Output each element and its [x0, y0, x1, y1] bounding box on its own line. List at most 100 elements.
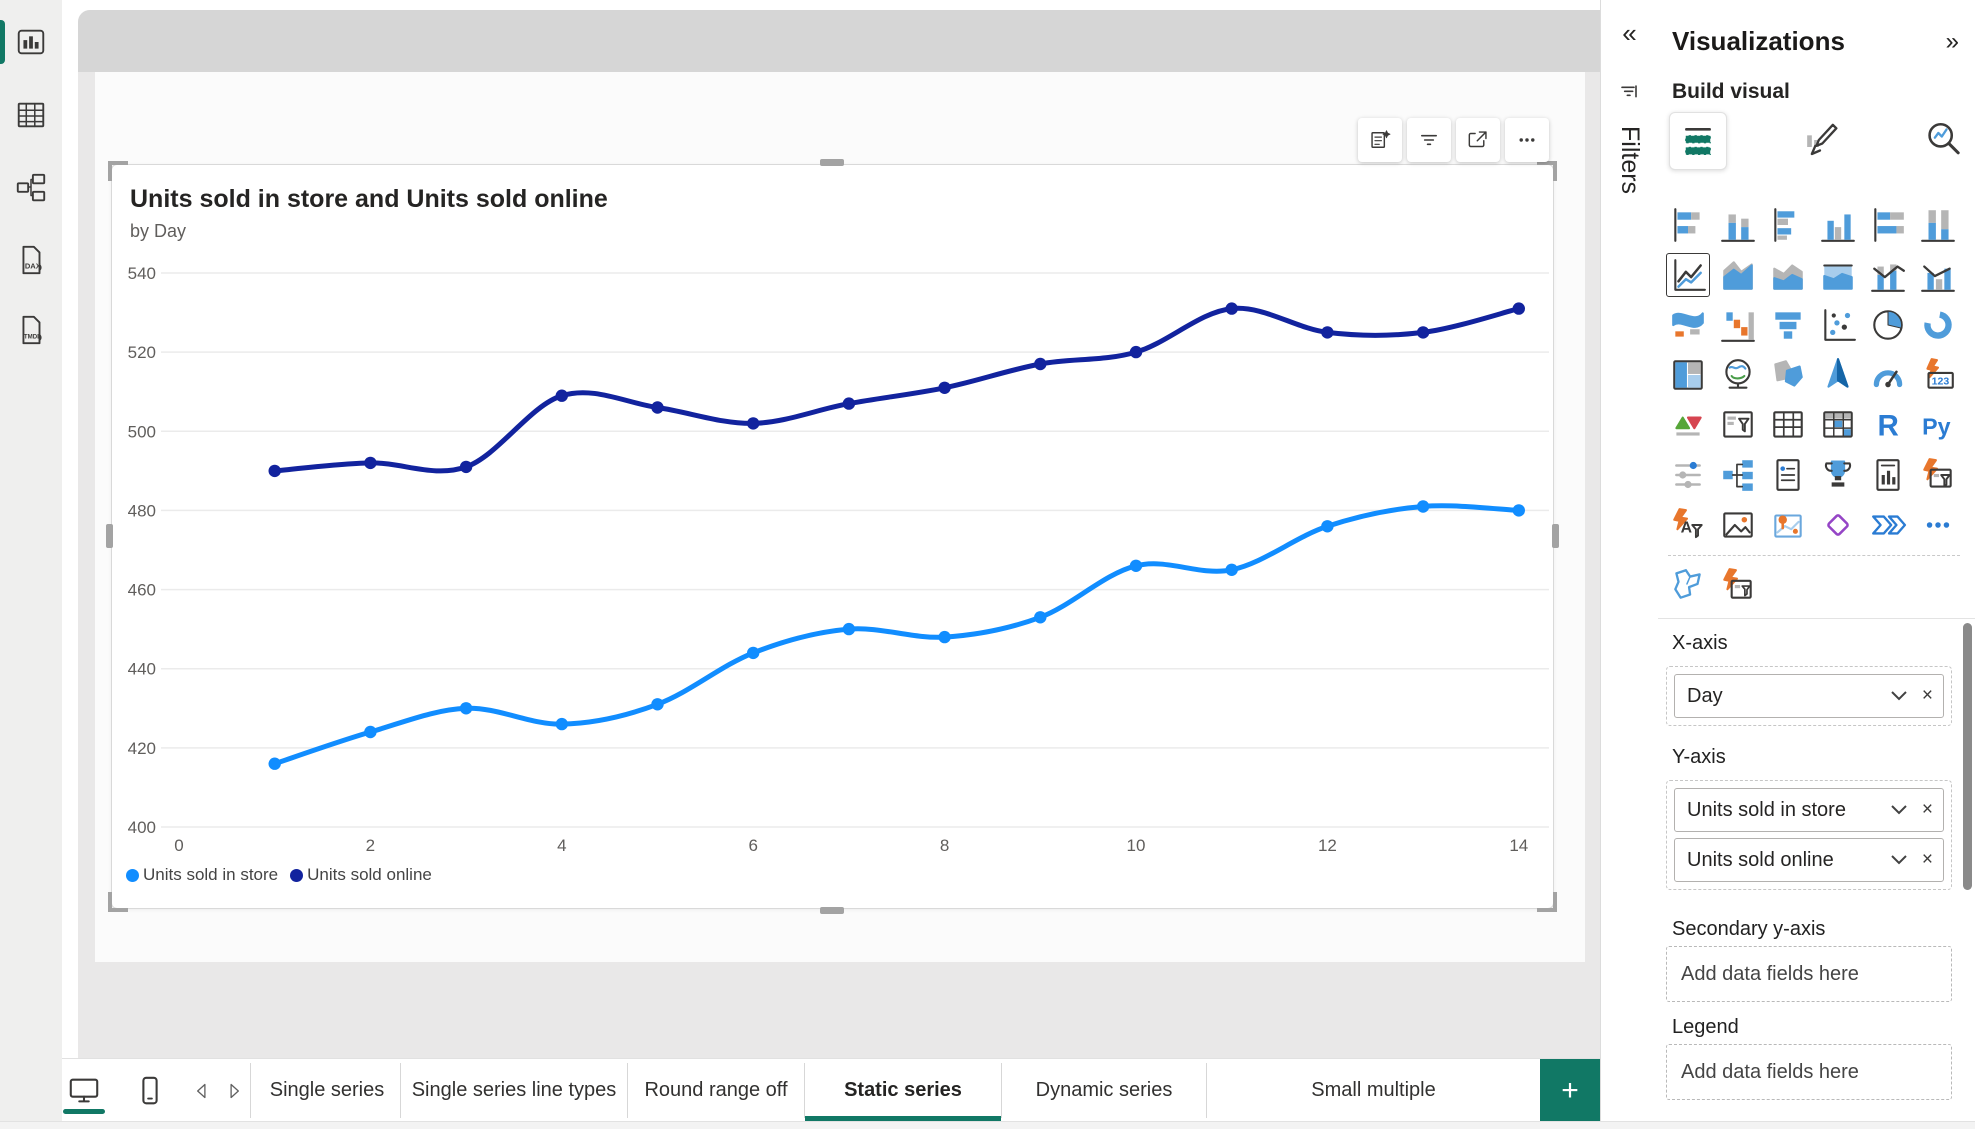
- visual-type-funnel[interactable]: [1766, 303, 1810, 347]
- resize-handle-right[interactable]: [1552, 524, 1559, 548]
- visual-type-slicer-new[interactable]: [1716, 403, 1760, 447]
- pane-tab-analytics[interactable]: [1915, 112, 1971, 168]
- chevron-down-icon[interactable]: [1890, 690, 1908, 702]
- focus-mode-button[interactable]: [1456, 118, 1500, 162]
- page-tab-single-series[interactable]: Single series: [269, 1079, 385, 1101]
- remove-field-icon[interactable]: ×: [1921, 849, 1933, 870]
- visual-type-gauge[interactable]: [1866, 353, 1910, 397]
- copilot-button[interactable]: [1358, 118, 1402, 162]
- visual-type-power-apps[interactable]: [1816, 503, 1860, 547]
- resize-handle-bottom-left[interactable]: [108, 892, 128, 912]
- visual-type-arcgis-map[interactable]: [1766, 503, 1810, 547]
- visual-type-image[interactable]: [1716, 503, 1760, 547]
- svg-text:4: 4: [557, 836, 566, 855]
- visual-type-r-script[interactable]: R: [1866, 403, 1910, 447]
- visual-type-stacked-bar-100[interactable]: [1866, 203, 1910, 247]
- visual-type-donut[interactable]: [1916, 303, 1960, 347]
- page-tab-round-range-off[interactable]: Round range off: [644, 1079, 788, 1101]
- next-page-button[interactable]: [218, 1059, 250, 1122]
- ribbon-icon: [1669, 306, 1707, 344]
- visual-type-table[interactable]: [1766, 403, 1810, 447]
- visual-type-pie[interactable]: [1866, 303, 1910, 347]
- pane-scrollbar[interactable]: [1963, 623, 1972, 890]
- mobile-view-button[interactable]: [128, 1059, 172, 1122]
- filter-button[interactable]: [1407, 118, 1451, 162]
- line-clustered-column-icon: [1919, 256, 1957, 294]
- field-pill[interactable]: Units sold online ×: [1674, 838, 1944, 882]
- visual-type-line[interactable]: [1666, 253, 1710, 297]
- visual-type-card[interactable]: 123: [1916, 353, 1960, 397]
- remove-field-icon[interactable]: ×: [1921, 685, 1933, 706]
- resize-handle-top-left[interactable]: [108, 161, 128, 181]
- visual-type-scatter[interactable]: [1816, 303, 1860, 347]
- visual-type-stacked-column-100[interactable]: [1916, 203, 1960, 247]
- visual-type-stacked-bar[interactable]: [1666, 203, 1710, 247]
- visual-type-treemap[interactable]: [1666, 353, 1710, 397]
- nav-table-view-button[interactable]: [14, 98, 48, 132]
- visual-type-map[interactable]: [1716, 353, 1760, 397]
- new-page-button[interactable]: +: [1540, 1059, 1600, 1122]
- nav-model-view-button[interactable]: [14, 171, 48, 205]
- chevron-down-icon[interactable]: [1890, 804, 1908, 816]
- visual-type-python[interactable]: Py: [1916, 403, 1960, 447]
- visual-type-matrix[interactable]: [1816, 403, 1860, 447]
- visual-type-shape-map[interactable]: [1666, 563, 1710, 607]
- previous-page-button[interactable]: [186, 1059, 218, 1122]
- dropzone-legend[interactable]: Add data fields here: [1666, 1044, 1952, 1100]
- visual-type-smart-narrative[interactable]: [1766, 453, 1810, 497]
- visual-type-kpi[interactable]: [1666, 403, 1710, 447]
- visual-type-more-visuals[interactable]: [1916, 503, 1960, 547]
- page-tab-dynamic-series[interactable]: Dynamic series: [1035, 1079, 1173, 1101]
- field-pill[interactable]: Units sold in store ×: [1674, 788, 1944, 832]
- visual-type-ribbon[interactable]: [1666, 303, 1710, 347]
- visual-type-line-stacked-column[interactable]: [1866, 253, 1910, 297]
- desktop-view-button[interactable]: [62, 1059, 106, 1122]
- resize-handle-bottom[interactable]: [820, 907, 844, 914]
- visual-type-azure-map[interactable]: [1816, 353, 1860, 397]
- visual-type-ai-filter[interactable]: [1716, 563, 1760, 607]
- visual-type-paginated-report[interactable]: [1866, 453, 1910, 497]
- visual-type-stacked-area-100[interactable]: [1816, 253, 1860, 297]
- visual-type-clustered-bar[interactable]: [1766, 203, 1810, 247]
- resize-handle-left[interactable]: [106, 524, 113, 548]
- build-visual-label: Build visual: [1672, 80, 1790, 103]
- pane-tab-format-visual[interactable]: [1792, 112, 1848, 168]
- pane-tab-build-visual[interactable]: [1669, 112, 1727, 170]
- azure-map-icon: [1819, 356, 1857, 394]
- visual-type-clustered-column[interactable]: [1816, 203, 1860, 247]
- remove-field-icon[interactable]: ×: [1921, 799, 1933, 820]
- visual-type-area[interactable]: [1716, 253, 1760, 297]
- expand-filters-button[interactable]: «: [1622, 18, 1637, 48]
- more-options-button[interactable]: [1505, 118, 1549, 162]
- page-tab-static-series[interactable]: Static series: [805, 1059, 1001, 1122]
- visual-type-metrics[interactable]: [1816, 453, 1860, 497]
- visual-type-slicer[interactable]: [1666, 453, 1710, 497]
- nav-report-view-button[interactable]: [14, 25, 48, 59]
- visual-type-power-automate[interactable]: [1866, 503, 1910, 547]
- visual-type-stacked-column[interactable]: [1716, 203, 1760, 247]
- metrics-icon: [1819, 456, 1857, 494]
- visual-type-stacked-area[interactable]: [1766, 253, 1810, 297]
- line-chart-visual[interactable]: Units sold in store and Units sold onlin…: [106, 159, 1559, 914]
- visual-type-text-filter[interactable]: A: [1666, 503, 1710, 547]
- nav-tmdl-view-button[interactable]: TMDL: [14, 313, 48, 347]
- donut-icon: [1919, 306, 1957, 344]
- visual-type-filled-map[interactable]: [1766, 353, 1810, 397]
- svg-text:14: 14: [1509, 836, 1528, 855]
- dropzone-secondary-y-axis[interactable]: Add data fields here: [1666, 946, 1952, 1002]
- resize-handle-bottom-right[interactable]: [1537, 892, 1557, 912]
- resize-handle-top-right[interactable]: [1537, 161, 1557, 181]
- chevron-down-icon[interactable]: [1890, 854, 1908, 866]
- visual-type-line-clustered-column[interactable]: [1916, 253, 1960, 297]
- visual-type-waterfall[interactable]: [1716, 303, 1760, 347]
- collapse-visualizations-button[interactable]: »: [1945, 28, 1959, 55]
- svg-text:400: 400: [128, 818, 156, 837]
- page-tab-small-multiple[interactable]: Small multiple: [1311, 1079, 1436, 1101]
- visual-type-decomposition-tree[interactable]: [1716, 453, 1760, 497]
- filters-pane-label: Filters: [1616, 126, 1644, 195]
- visual-type-ai-slicer[interactable]: [1916, 453, 1960, 497]
- resize-handle-top[interactable]: [820, 159, 844, 166]
- nav-dax-view-button[interactable]: DAX: [14, 243, 48, 277]
- page-tab-single-series-line-types[interactable]: Single series line types: [411, 1079, 617, 1101]
- field-pill[interactable]: Day ×: [1674, 674, 1944, 718]
